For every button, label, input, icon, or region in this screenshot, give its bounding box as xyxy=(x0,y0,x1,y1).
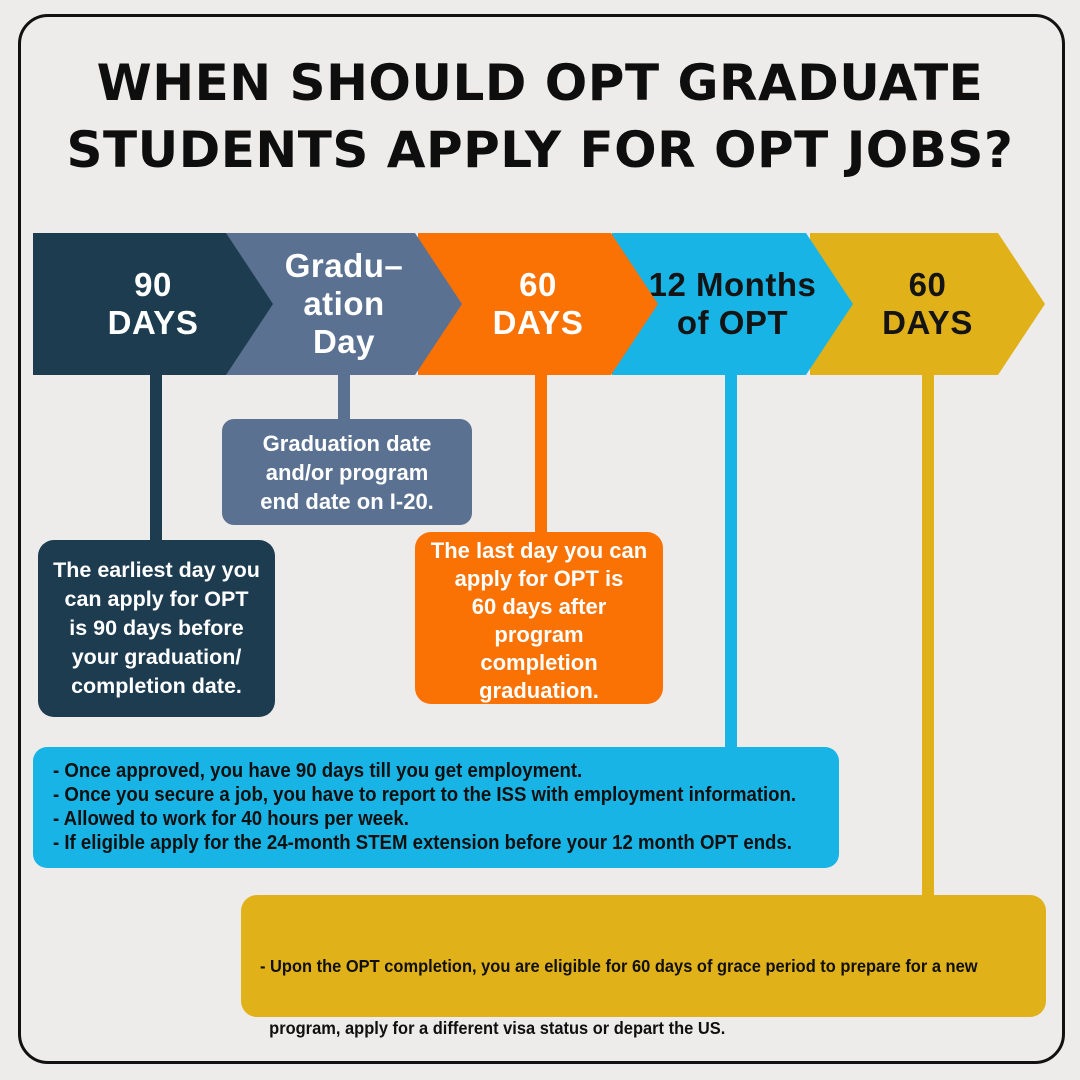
callout-opt-rules-text: - Once approved, you have 90 days till y… xyxy=(53,759,797,855)
connector-stem-90-days xyxy=(150,375,162,542)
callout-last-day-apply: The last day you can apply for OPT is 60… xyxy=(415,532,663,704)
page-title: WHEN SHOULD OPT GRADUATE STUDENTS APPLY … xyxy=(0,50,1080,184)
callout-text-line: 60 days after xyxy=(471,594,607,619)
callout-text-line: The last day you can xyxy=(430,538,648,563)
connector-stem-60-days-grace xyxy=(922,375,934,897)
timeline-step-60-days-grace: 60 DAYS xyxy=(810,233,1045,375)
callout-text-line: Graduation date xyxy=(262,431,432,456)
connector-stem-60-days xyxy=(535,375,547,534)
timeline-step-label-line: DAYS xyxy=(882,304,973,341)
timeline-step-label-line: 60 xyxy=(908,266,947,303)
timeline-step-label-line: Day xyxy=(312,323,376,360)
callout-bullet-line: - Once approved, you have 90 days till y… xyxy=(53,760,583,782)
timeline-step-label-line: ation xyxy=(303,285,385,322)
timeline-step-label-line: DAYS xyxy=(492,304,584,341)
connector-stem-12-months xyxy=(725,375,737,749)
timeline-step-label-line: Gradu– xyxy=(284,247,404,284)
callout-text-line: completion date. xyxy=(71,674,242,698)
callout-bullet-line: - Allowed to work for 40 hours per week. xyxy=(53,808,409,830)
callout-text-line: your graduation/ xyxy=(71,645,242,669)
callout-text-line: program xyxy=(494,622,584,647)
callout-bullet-line: - Once you secure a job, you have to rep… xyxy=(53,784,797,806)
callout-earliest-apply: The earliest day you can apply for OPT i… xyxy=(38,540,275,717)
callout-text-line: is 90 days before xyxy=(69,616,244,640)
timeline-step-90-days: 90 DAYS xyxy=(33,233,273,375)
callout-text-line: The earliest day you xyxy=(53,558,260,582)
timeline-step-label-line: DAYS xyxy=(107,304,199,341)
timeline-step-graduation-day: Gradu– ation Day xyxy=(226,233,462,375)
callout-bullet-line: - Upon the OPT completion, you are eligi… xyxy=(260,956,978,976)
page-title-line-2: STUDENTS APPLY FOR OPT JOBS? xyxy=(66,121,1014,179)
callout-text-line: and/or program xyxy=(265,460,429,485)
callout-text-line: graduation. xyxy=(479,678,599,703)
timeline-step-label-line: 90 xyxy=(134,266,172,303)
callout-graduation-date: Graduation date and/or program end date … xyxy=(222,419,472,525)
callout-opt-rules: - Once approved, you have 90 days till y… xyxy=(33,747,839,868)
callout-text-line: end date on I-20. xyxy=(260,489,434,514)
callout-bullet-line: program, apply for a different visa stat… xyxy=(260,1017,726,1038)
callout-grace-period: - Upon the OPT completion, you are eligi… xyxy=(241,895,1046,1080)
timeline-step-label-line: of OPT xyxy=(676,304,789,341)
callout-text-line: can apply for OPT xyxy=(64,587,249,611)
callout-text-line: apply for OPT is xyxy=(454,566,624,591)
callout-bullet-line: - If eligible apply for the 24-month STE… xyxy=(53,832,792,854)
timeline-step-label-line: 60 xyxy=(519,266,557,303)
callout-text-line: completion xyxy=(480,650,598,675)
callout-grace-period-text: - Upon the OPT completion, you are eligi… xyxy=(260,915,999,1080)
page-title-line-1: WHEN SHOULD OPT GRADUATE xyxy=(96,54,984,112)
connector-stem-graduation-day xyxy=(338,375,350,421)
timeline-step-label-line: 12 Months xyxy=(648,266,817,303)
